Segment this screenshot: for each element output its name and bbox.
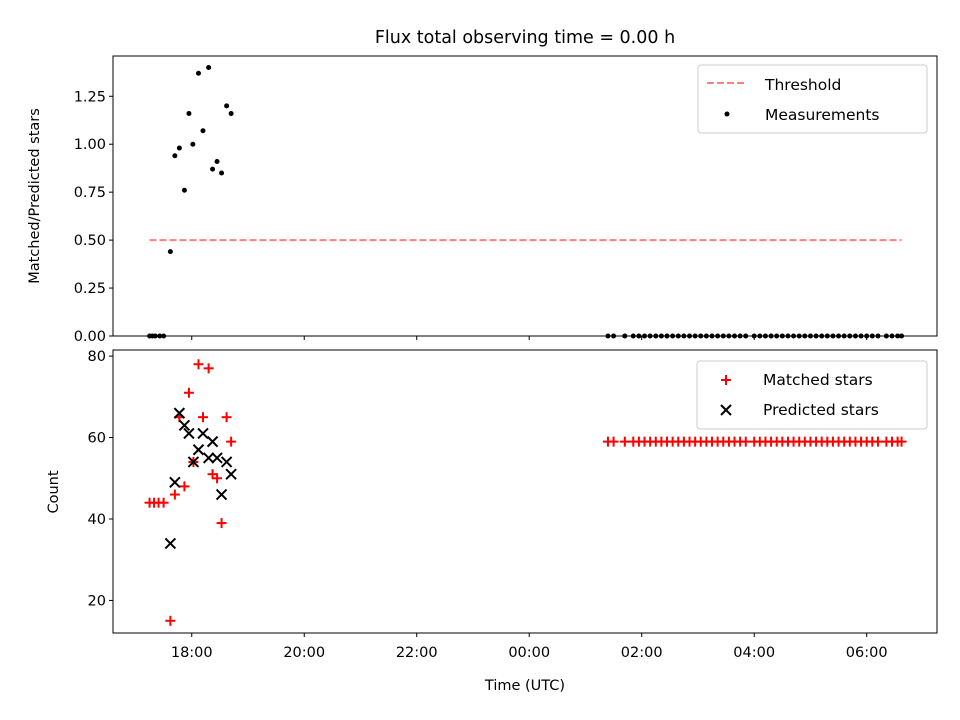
measurement-point xyxy=(206,65,212,71)
bottom-ylabel: Count xyxy=(46,470,62,513)
legend-predicted-label: Predicted stars xyxy=(763,401,879,419)
predicted-star-stroke xyxy=(197,427,209,440)
matched-star-marker xyxy=(216,518,227,529)
matched-star-marker xyxy=(896,436,907,447)
matched-star-marker xyxy=(740,436,751,447)
legend-threshold-label: Threshold xyxy=(764,76,841,94)
bottom-xtick-label: 00:00 xyxy=(508,645,550,661)
predicted-star-stroke xyxy=(215,488,228,501)
bottom-xtick-label: 06:00 xyxy=(846,645,888,661)
measurement-point xyxy=(181,187,187,193)
predicted-star-marker xyxy=(169,476,181,489)
bottom-axes: 20 40 60 80 18:00 20:00 22:00 00:00 02:00 04:00 06… xyxy=(46,349,938,694)
matched-star-marker xyxy=(179,481,190,492)
legend-matched-label: Matched stars xyxy=(763,371,873,389)
top-ytick-label: 0.50 xyxy=(74,233,106,249)
top-ytick-label: 1.25 xyxy=(74,89,106,105)
matched-star-marker xyxy=(872,436,883,447)
predicted-star-stroke xyxy=(169,476,181,489)
bottom-plot-area xyxy=(144,359,907,626)
predicted-star-marker xyxy=(173,407,186,419)
predicted-star-marker xyxy=(225,468,237,480)
predicted-star-stroke xyxy=(178,419,191,432)
bottom-xtick-label: 20:00 xyxy=(283,645,325,661)
predicted-star-marker xyxy=(192,444,205,456)
matched-star-marker xyxy=(183,387,194,398)
measurement-point xyxy=(195,70,201,76)
measurement-point xyxy=(228,111,234,117)
predicted-star-stroke xyxy=(192,444,205,456)
top-legend-box xyxy=(697,64,928,134)
legend-measurements-swatch xyxy=(724,111,730,117)
bottom-ytick-label: 20 xyxy=(88,593,106,609)
bottom-xtick-label: 22:00 xyxy=(396,645,438,661)
top-ytick-label: 0.00 xyxy=(74,329,106,345)
top-axis-ticks: 0.00 0.25 0.50 0.75 1.00 1.25 xyxy=(74,89,868,345)
measurement-point xyxy=(200,128,206,134)
measurement-point xyxy=(190,141,196,147)
measurement-point xyxy=(224,103,230,109)
matched-star-marker xyxy=(203,363,214,374)
predicted-star-marker xyxy=(164,537,177,550)
bottom-axis-ticks: 20 40 60 80 18:00 20:00 22:00 00:00 02:00 04:00 06… xyxy=(88,349,888,661)
predicted-star-stroke xyxy=(173,407,186,419)
x-axis-label: Time (UTC) xyxy=(484,678,565,694)
top-axes: 0.00 0.25 0.50 0.75 1.00 1.25 Matched/Predict… xyxy=(27,55,938,345)
predicted-star-marker xyxy=(206,435,219,448)
measurement-point xyxy=(172,153,178,159)
predicted-star-stroke xyxy=(211,452,223,464)
predicted-star-marker xyxy=(197,427,209,440)
matched-star-marker xyxy=(212,473,223,484)
matched-star-marker xyxy=(193,359,204,370)
matched-star-marker xyxy=(197,412,208,423)
predicted-star-stroke xyxy=(164,537,177,550)
matched-star-marker xyxy=(158,497,169,508)
predicted-star-stroke xyxy=(220,456,233,468)
predicted-star-stroke xyxy=(202,452,215,464)
top-ylabel: Matched/Predicted stars xyxy=(27,108,43,284)
bottom-ytick-label: 80 xyxy=(88,349,106,365)
top-axes-frame xyxy=(112,55,938,337)
predicted-star-marker xyxy=(211,452,223,464)
bottom-ytick-label: 60 xyxy=(88,431,106,447)
predicted-star-marker xyxy=(202,452,215,464)
matched-star-marker xyxy=(226,436,237,447)
predicted-star-marker xyxy=(183,427,195,440)
measurement-point xyxy=(214,158,220,164)
bottom-legend: Matched stars Predicted stars xyxy=(696,360,928,430)
legend-measurements-label: Measurements xyxy=(765,106,880,124)
legend-matched-swatch xyxy=(721,375,731,385)
matched-star-marker xyxy=(165,615,176,626)
matched-star-marker xyxy=(608,436,619,447)
matched-star-marker xyxy=(221,412,232,423)
chart-title: Flux total observing time = 0.00 h xyxy=(375,28,675,48)
predicted-star-stroke xyxy=(183,427,195,440)
legend-predicted-swatch xyxy=(720,404,732,416)
top-legend: Threshold Measurements xyxy=(697,64,928,134)
predicted-star-stroke xyxy=(225,468,237,480)
predicted-star-marker xyxy=(215,488,228,501)
bottom-xtick-label: 04:00 xyxy=(733,645,775,661)
measurement-point xyxy=(167,249,173,255)
measurement-point xyxy=(210,166,216,172)
matched-star-marker xyxy=(619,436,630,447)
predicted-star-stroke xyxy=(187,456,200,468)
top-ytick-label: 0.25 xyxy=(74,281,106,297)
predicted-star-stroke xyxy=(206,435,219,448)
top-ytick-label: 1.00 xyxy=(74,137,106,153)
predicted-star-marker xyxy=(178,419,191,432)
predicted-star-marker xyxy=(220,456,233,468)
bottom-axes-frame xyxy=(112,349,938,634)
predicted-star-marker xyxy=(187,456,200,468)
measurement-point xyxy=(176,145,182,151)
bottom-legend-box xyxy=(696,360,928,430)
measurement-point xyxy=(219,170,225,176)
matched-star-marker xyxy=(169,489,180,500)
top-ytick-label: 0.75 xyxy=(74,185,106,201)
bottom-xtick-label: 18:00 xyxy=(171,645,213,661)
bottom-ytick-label: 40 xyxy=(88,512,106,528)
measurement-point xyxy=(186,111,192,117)
bottom-xtick-label: 02:00 xyxy=(621,645,663,661)
